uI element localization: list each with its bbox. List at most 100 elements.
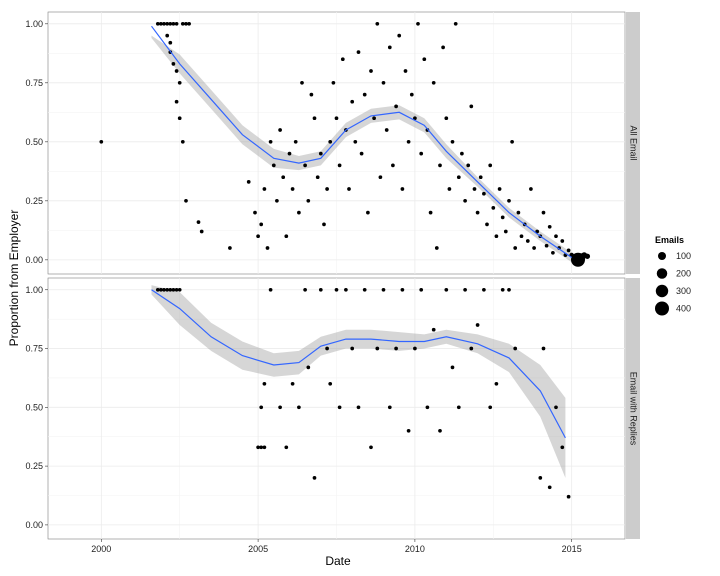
smooth-line xyxy=(151,289,566,439)
data-point xyxy=(278,405,282,410)
data-point xyxy=(419,151,424,156)
data-point xyxy=(312,116,317,121)
data-point xyxy=(469,346,474,351)
data-point xyxy=(162,21,166,26)
data-point xyxy=(422,57,427,62)
data-point xyxy=(438,428,442,433)
data-point xyxy=(544,243,549,248)
data-point xyxy=(177,80,182,85)
data-point xyxy=(284,445,289,450)
data-point xyxy=(253,210,257,215)
data-point xyxy=(400,287,405,292)
data-point xyxy=(428,210,433,215)
data-point xyxy=(303,163,307,168)
data-point xyxy=(155,287,160,292)
data-point xyxy=(456,405,461,410)
data-point xyxy=(347,187,351,191)
data-point xyxy=(356,405,361,410)
data-point xyxy=(482,191,486,196)
y-tick-label: 0.00 xyxy=(25,520,43,530)
data-point xyxy=(344,287,348,292)
strip-label: All Email xyxy=(629,125,639,160)
data-point xyxy=(516,210,521,215)
data-point xyxy=(507,287,511,292)
data-point xyxy=(268,287,273,292)
data-point xyxy=(485,222,489,227)
data-point xyxy=(419,287,424,292)
data-point xyxy=(413,346,417,351)
data-point xyxy=(394,346,398,351)
data-point xyxy=(441,45,445,50)
data-point xyxy=(180,21,185,26)
data-point xyxy=(271,163,276,168)
x-tick-label: 2010 xyxy=(405,544,425,554)
data-point xyxy=(362,92,367,97)
data-point xyxy=(491,206,496,210)
data-point xyxy=(488,405,493,410)
y-tick-label: 0.50 xyxy=(25,137,43,147)
data-point xyxy=(174,287,179,292)
confidence-ribbon xyxy=(151,285,566,478)
data-point xyxy=(366,210,370,215)
data-point xyxy=(413,116,417,121)
data-point xyxy=(353,139,358,144)
data-point xyxy=(284,234,289,239)
data-point xyxy=(381,287,386,292)
legend-label: 400 xyxy=(676,304,691,314)
data-point xyxy=(497,187,502,191)
data-point xyxy=(494,234,499,239)
data-point xyxy=(469,104,474,109)
data-point xyxy=(278,128,282,132)
data-point xyxy=(328,381,333,386)
data-point xyxy=(325,187,329,191)
data-point xyxy=(293,139,298,144)
data-point xyxy=(431,80,436,85)
data-point xyxy=(460,151,464,156)
data-point xyxy=(584,253,591,259)
data-point xyxy=(228,246,232,250)
data-point xyxy=(159,287,163,292)
data-point xyxy=(450,365,455,370)
data-point xyxy=(356,50,361,54)
data-point xyxy=(369,445,373,450)
data-point xyxy=(372,116,376,121)
data-point xyxy=(306,365,311,370)
data-point xyxy=(287,151,292,156)
data-point xyxy=(406,428,411,433)
data-point xyxy=(488,163,493,168)
data-point xyxy=(165,33,170,38)
data-point xyxy=(246,180,251,184)
data-point xyxy=(184,21,188,26)
data-point xyxy=(309,92,314,97)
data-point xyxy=(297,210,301,215)
data-point xyxy=(554,405,558,410)
data-point xyxy=(171,21,176,26)
data-point xyxy=(538,476,543,480)
data-point xyxy=(375,346,380,351)
x-tick-label: 2000 xyxy=(91,544,111,554)
data-point xyxy=(434,246,439,250)
data-point xyxy=(171,62,176,66)
data-point xyxy=(547,485,552,490)
y-tick-label: 0.00 xyxy=(25,255,43,265)
data-point xyxy=(541,210,546,215)
data-point xyxy=(290,187,295,191)
data-point xyxy=(300,80,304,85)
data-point xyxy=(171,287,176,292)
data-point xyxy=(199,229,204,234)
data-point xyxy=(259,445,264,450)
data-point xyxy=(184,198,188,203)
data-point xyxy=(475,210,480,215)
data-point xyxy=(290,381,295,386)
data-point xyxy=(560,239,565,243)
data-point xyxy=(378,175,383,180)
data-point xyxy=(325,346,329,351)
data-point xyxy=(337,405,342,410)
data-point xyxy=(187,21,191,26)
panel: Email with Replies xyxy=(47,277,640,540)
chart-panels: All Email Email with Replies xyxy=(47,11,640,540)
data-point xyxy=(318,287,323,292)
strip-background xyxy=(626,278,640,539)
panel: All Email xyxy=(47,11,640,275)
